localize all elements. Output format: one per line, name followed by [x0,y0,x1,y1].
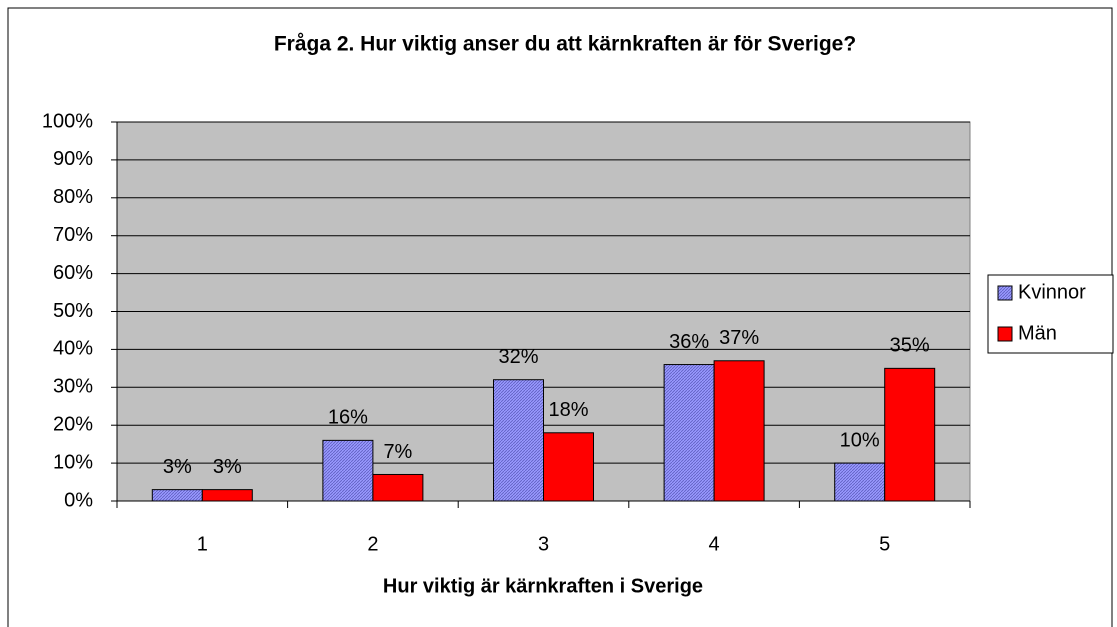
data-label: 16% [328,407,368,429]
y-tick-label: 10% [53,451,93,473]
data-label: 35% [890,335,930,357]
data-label: 7% [383,441,412,463]
y-tick-label: 50% [53,300,93,322]
data-label: 36% [669,331,709,353]
y-tick-label: 70% [53,224,93,246]
y-tick-label: 30% [53,376,93,398]
bar [543,432,594,502]
x-tick-label: 3 [538,533,549,555]
data-label: 10% [840,429,880,451]
legend-swatch [997,285,1013,301]
y-tick-label: 100% [42,110,93,132]
bar [201,489,253,502]
data-label: 37% [719,327,759,349]
chart-title: Fråga 2. Hur viktig anser du att kärnkra… [274,33,856,56]
data-label: 32% [498,346,538,368]
bar [151,489,203,502]
x-axis-title: Hur viktig är kärnkraften i Sverige [383,575,703,597]
x-tick-label: 2 [367,533,378,555]
y-tick-label: 20% [53,413,93,435]
x-tick-label: 1 [197,533,208,555]
legend-label: Män [1018,322,1057,344]
legend-swatch [997,326,1013,342]
y-tick-label: 0% [64,489,93,511]
legend-label: Kvinnor [1018,281,1086,303]
y-tick-label: 60% [53,262,93,284]
bar [322,439,374,502]
x-tick-label: 4 [709,533,720,555]
bar [663,364,715,502]
y-tick-label: 90% [53,148,93,170]
data-label: 3% [213,456,242,478]
bar [372,473,424,502]
bar [713,360,765,502]
x-tick-label: 5 [879,533,890,555]
bar [884,367,936,502]
bar [493,379,544,502]
data-label: 3% [163,456,192,478]
bar [834,462,886,502]
y-tick-label: 40% [53,338,93,360]
y-tick-label: 80% [53,186,93,208]
data-label: 18% [548,399,588,421]
